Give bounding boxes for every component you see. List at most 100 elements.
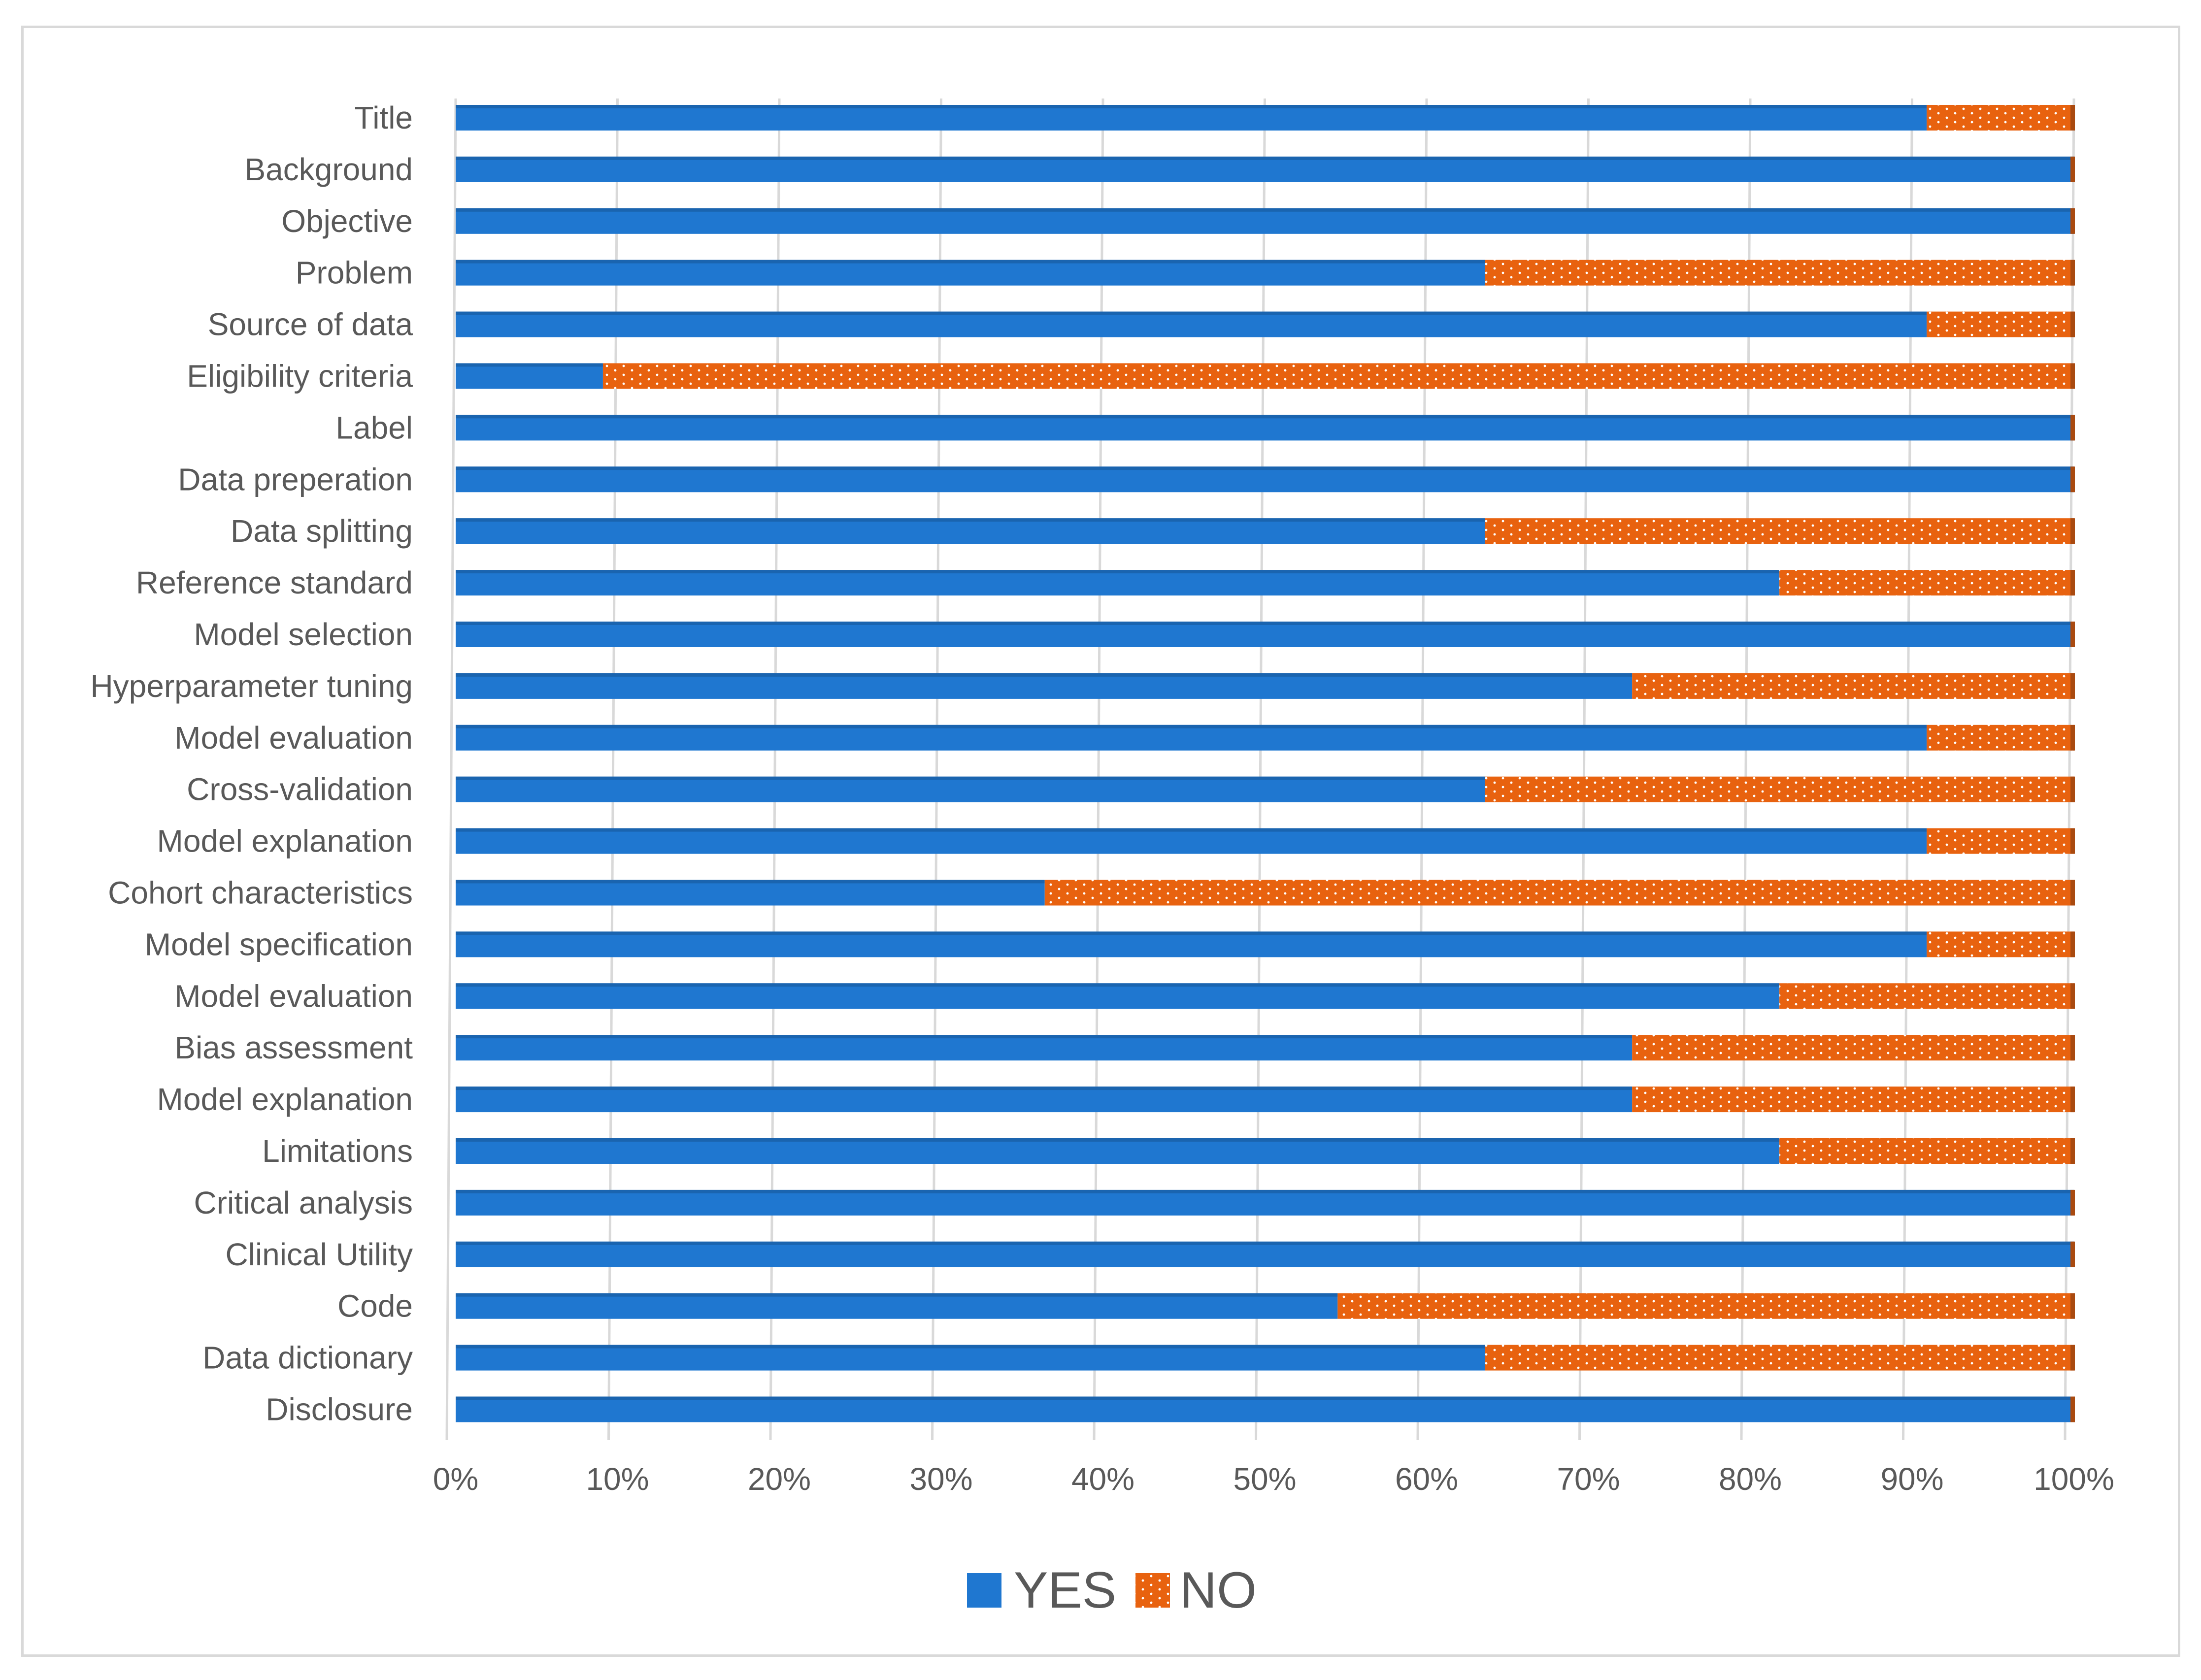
bar-yes: [456, 260, 1485, 286]
bar-yes-edge: [456, 828, 1927, 832]
x-tick-label: 70%: [1557, 1461, 1620, 1497]
category-label: Hyperparameter tuning: [90, 668, 413, 704]
bar-end-cap: [2070, 311, 2075, 337]
bar-end-cap: [2070, 828, 2075, 854]
bar-yes: [456, 673, 1633, 699]
category-label: Data preperation: [178, 461, 413, 497]
bar-yes-edge: [456, 570, 1780, 574]
bar-no: [1927, 828, 2074, 854]
bar-yes-edge: [456, 415, 2074, 419]
bar-yes: [456, 311, 1927, 337]
bar-no: [1779, 1138, 2074, 1164]
bar-yes: [456, 208, 2074, 234]
bar-yes: [456, 1241, 2074, 1267]
bar-end-cap: [2070, 1345, 2075, 1371]
category-label: Model explanation: [157, 824, 413, 859]
bar-end-cap: [2070, 983, 2075, 1009]
bar-end-cap: [2070, 880, 2075, 906]
category-label: Model selection: [194, 617, 413, 652]
bar-end-cap: [2070, 208, 2075, 234]
bar-end-cap: [2070, 673, 2075, 699]
bar-yes-edge: [456, 311, 1927, 315]
gridline: [2064, 98, 2075, 1441]
category-label: Bias assessment: [174, 1030, 413, 1065]
bar-yes: [456, 828, 1927, 854]
category-label: Data dictionary: [202, 1340, 413, 1376]
x-tick-label: 20%: [748, 1461, 811, 1497]
bar-end-cap: [2070, 1241, 2075, 1267]
bar-yes-edge: [456, 156, 2074, 160]
category-label: Model evaluation: [174, 978, 413, 1014]
bar-no: [1927, 105, 2074, 131]
x-tick-label: 30%: [909, 1461, 972, 1497]
bar-end-cap: [2070, 1396, 2075, 1422]
bar-no: [1632, 1035, 2074, 1061]
bar-yes-edge: [456, 363, 603, 367]
x-tick-label: 80%: [1719, 1461, 1782, 1497]
bar-yes-edge: [456, 725, 1927, 728]
bar-yes: [456, 1396, 2074, 1422]
bar-yes: [456, 1138, 1780, 1164]
x-tick-label: 60%: [1395, 1461, 1458, 1497]
bars: [456, 105, 2075, 1422]
category-label: Clinical Utility: [226, 1237, 413, 1272]
category-label: Problem: [296, 255, 413, 291]
bar-no: [1485, 776, 2074, 802]
bar-yes: [456, 415, 2074, 441]
legend-label: NO: [1180, 1562, 1257, 1619]
category-label: Disclosure: [266, 1392, 413, 1427]
x-tick-label: 50%: [1233, 1461, 1296, 1497]
bar-end-cap: [2070, 1087, 2075, 1113]
bar-end-cap: [2070, 466, 2075, 493]
category-label: Reference standard: [136, 565, 413, 600]
category-labels: Title Background Objective Problem Source of…: [90, 100, 413, 1427]
gridlines: [445, 98, 2075, 1441]
bar-yes-edge: [456, 1087, 1633, 1090]
x-tick-label: 40%: [1071, 1461, 1134, 1497]
bar-end-cap: [2070, 260, 2075, 286]
bar-yes-edge: [456, 260, 1485, 264]
bar-yes-edge: [456, 776, 1485, 780]
bar-yes: [456, 1189, 2074, 1216]
bar-no: [1485, 518, 2074, 544]
bar-yes: [456, 776, 1485, 802]
bar-yes: [456, 1035, 1633, 1061]
x-tick-label: 90%: [1880, 1461, 1943, 1497]
gridline: [1093, 98, 1104, 1441]
category-label: Background: [244, 152, 413, 187]
x-tick-label: 0%: [433, 1461, 479, 1497]
category-label: Cohort characteristics: [108, 875, 413, 911]
gridline: [1902, 98, 1913, 1441]
bar-yes: [456, 518, 1485, 544]
category-label: Eligibility criteria: [187, 359, 413, 394]
bar-end-cap: [2070, 776, 2075, 802]
gridline: [1578, 98, 1590, 1441]
bar-yes-edge: [456, 673, 1633, 677]
bar-no: [1927, 931, 2074, 957]
bar-end-cap: [2070, 105, 2075, 131]
legend-swatch: [967, 1573, 1001, 1608]
bar-yes-edge: [456, 1241, 2074, 1245]
bar-end-cap: [2070, 363, 2075, 389]
legend-label: YES: [1014, 1562, 1116, 1619]
x-tick-label: 100%: [2034, 1461, 2114, 1497]
bar-no: [1927, 311, 2074, 337]
category-label: Source of data: [208, 307, 413, 342]
bar-yes: [456, 1345, 1485, 1371]
bar-no: [1632, 1087, 2074, 1113]
bar-yes: [456, 1087, 1633, 1113]
bar-yes: [456, 931, 1927, 957]
bar-yes-edge: [456, 208, 2074, 212]
bar-yes: [456, 105, 1927, 131]
bar-yes-edge: [456, 983, 1780, 987]
bar-yes-edge: [456, 1138, 1780, 1142]
bar-yes-edge: [456, 1189, 2074, 1193]
bar-no: [1927, 725, 2074, 751]
bar-yes-edge: [456, 1035, 1633, 1039]
bar-no: [1485, 1345, 2074, 1371]
bar-yes-edge: [456, 880, 1045, 884]
category-label: Cross-validation: [187, 772, 413, 807]
bar-no: [1779, 983, 2074, 1009]
category-label: Critical analysis: [194, 1185, 413, 1220]
